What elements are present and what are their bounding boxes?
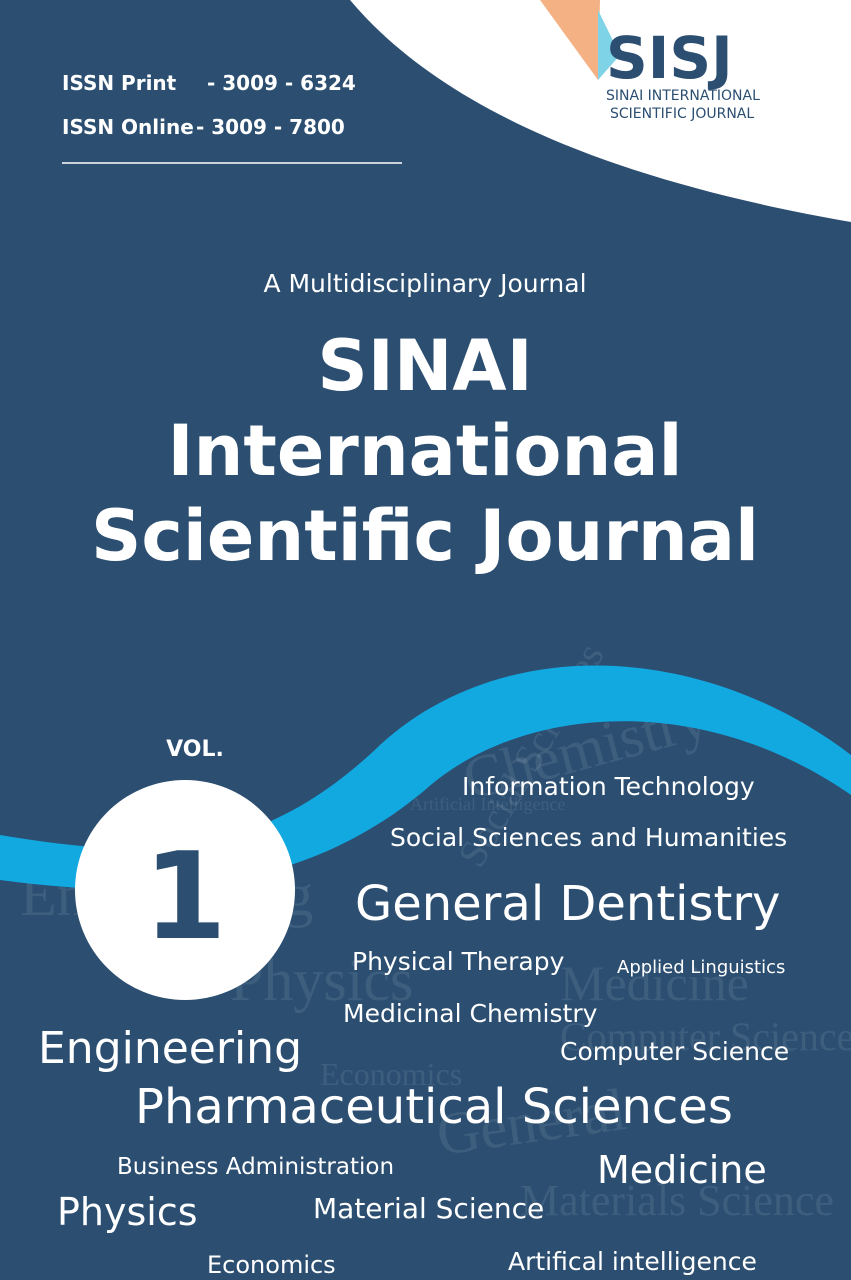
topic: General Dentistry <box>355 876 780 932</box>
title: International <box>167 410 682 492</box>
background-word: Economics <box>320 1056 462 1092</box>
issn-label: ISSN Print <box>62 71 177 95</box>
topic: Computer Science <box>560 1037 789 1066</box>
issn-value: - 3009 - 6324 <box>207 71 356 95</box>
topic: Physical Therapy <box>352 947 565 976</box>
volume-circle <box>75 780 295 1000</box>
logo-shape <box>540 0 600 80</box>
topic: Medicine <box>597 1148 767 1192</box>
logo-line: SINAI INTERNATIONAL <box>606 88 760 104</box>
topic: Artifical intelligence <box>508 1247 757 1276</box>
title: SINAI <box>317 325 532 407</box>
topic: Medicinal Chemistry <box>343 999 598 1028</box>
topic: Physics <box>57 1190 198 1234</box>
topic: Engineering <box>38 1023 302 1074</box>
topic: Business Administration <box>117 1154 394 1180</box>
issn-label: ISSN Online <box>62 115 194 139</box>
background-word: Computer Science <box>560 1014 851 1059</box>
topic: Pharmaceutical Sciences <box>135 1079 733 1135</box>
volume-number: 1 <box>143 828 227 967</box>
topic: Social Sciences and Humanities <box>390 823 787 852</box>
title: Scientific Journal <box>91 495 759 577</box>
top-curve <box>350 0 851 222</box>
topic: Information Technology <box>462 772 755 801</box>
logo-shape <box>598 10 620 80</box>
topics: Information Technology Social Sciences an… <box>38 772 789 1279</box>
logo-line: SCIENTIFIC JOURNAL <box>610 106 754 122</box>
volume-label: VOL. <box>166 737 224 762</box>
background-word: Artificial Intelligence <box>410 794 565 814</box>
background-word: Medicine <box>560 955 749 1011</box>
topic: Material Science <box>313 1192 544 1225</box>
wave <box>0 665 851 890</box>
subtitle: A Multidisciplinary Journal <box>263 269 586 298</box>
issn-value: - 3009 - 7800 <box>196 115 345 139</box>
topic: Applied Linguistics <box>617 957 785 978</box>
logo-acronym: SISJ <box>606 24 733 92</box>
topic: Economics <box>207 1251 336 1279</box>
background-word: Materials Science <box>520 1176 834 1225</box>
